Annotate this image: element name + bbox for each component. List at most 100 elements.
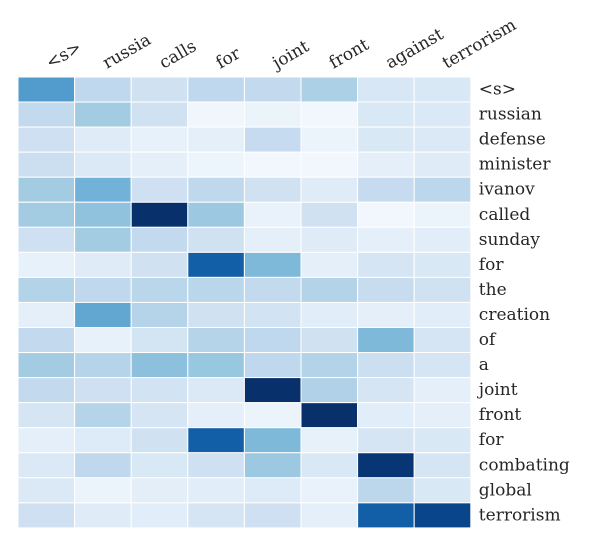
heatmap-cell-r14-c0 — [17, 427, 76, 454]
heatmap-cell-r13-c5 — [300, 402, 359, 429]
heatmap-cell-r11-c7 — [413, 352, 472, 379]
heatmap-cell-r15-c2 — [130, 452, 189, 479]
heatmap-cell-r5-c6 — [357, 201, 415, 228]
y-tick-labels: <s> russian defense minister ivanov called sun… — [477, 80, 570, 526]
heatmap-cell-r16-c1 — [74, 477, 132, 504]
heatmap-cell-r3-c4 — [243, 151, 302, 178]
heatmap-cell-r15-c1 — [74, 452, 132, 479]
y-tick-label-10: of — [479, 330, 497, 350]
y-tick-label-14: for — [479, 430, 505, 450]
heatmap-cells — [17, 76, 472, 529]
y-tick-label-13: front — [479, 405, 522, 425]
heatmap-cell-r8-c6 — [357, 276, 415, 303]
heatmap-cell-r11-c6 — [357, 352, 415, 379]
heatmap-cell-r9-c3 — [187, 301, 245, 329]
heatmap-cell-r17-c1 — [74, 502, 132, 529]
heatmap-cell-r15-c7 — [413, 452, 472, 479]
heatmap-cell-r15-c0 — [17, 452, 76, 479]
y-tick-label-17: terrorism — [479, 505, 561, 525]
y-tick-label-16: global — [479, 480, 532, 500]
heatmap-cell-r16-c7 — [413, 477, 472, 504]
x-tick-label-3: for — [213, 43, 245, 73]
heatmap-cell-r0-c0 — [17, 76, 76, 103]
y-tick-label-4: ivanov — [479, 180, 535, 200]
heatmap-cell-r6-c2 — [130, 226, 189, 253]
y-tick-label-5: called — [479, 205, 531, 225]
heatmap-cell-r8-c0 — [17, 276, 76, 303]
heatmap-cell-r16-c3 — [187, 477, 245, 504]
heatmap-cell-r15-c5 — [300, 452, 359, 479]
heatmap-cell-r2-c4 — [243, 126, 302, 153]
heatmap-cell-r5-c3 — [187, 201, 245, 228]
heatmap-cell-r5-c4 — [243, 201, 302, 228]
heatmap-cell-r13-c4 — [243, 402, 302, 429]
heatmap-cell-r17-c3 — [187, 502, 245, 529]
heatmap-cell-r9-c1 — [74, 301, 132, 329]
heatmap-cell-r17-c5 — [300, 502, 359, 529]
heatmap-cell-r7-c6 — [357, 251, 415, 278]
heatmap-cell-r10-c5 — [300, 327, 359, 354]
heatmap-cell-r15-c3 — [187, 452, 245, 479]
x-tick-labels: <s> russia calls for joint front againstterror… — [43, 15, 520, 74]
heatmap-cell-r10-c3 — [187, 327, 245, 354]
y-tick-label-9: creation — [479, 305, 550, 325]
heatmap-cell-r11-c1 — [74, 352, 132, 379]
heatmap-cell-r1-c6 — [357, 101, 415, 128]
heatmap-cell-r8-c5 — [300, 276, 359, 303]
heatmap-cell-r3-c2 — [130, 151, 189, 178]
x-tick-label-7: terrorism — [439, 15, 520, 73]
heatmap-cell-r15-c4 — [243, 452, 302, 479]
heatmap-cell-r4-c4 — [243, 176, 302, 203]
heatmap-cell-r3-c6 — [357, 151, 415, 178]
heatmap-cell-r8-c2 — [130, 276, 189, 303]
x-tick-label-1: russia — [99, 30, 154, 73]
heatmap-cell-r2-c1 — [74, 126, 132, 153]
heatmap-cell-r16-c5 — [300, 477, 359, 504]
heatmap-cell-r16-c6 — [357, 477, 415, 504]
heatmap-cell-r8-c3 — [187, 276, 245, 303]
heatmap-cell-r17-c2 — [130, 502, 189, 529]
heatmap-cell-r13-c1 — [74, 402, 132, 429]
heatmap-cell-r2-c6 — [357, 126, 415, 153]
heatmap-cell-r0-c7 — [413, 76, 472, 103]
heatmap-cell-r14-c3 — [187, 427, 245, 454]
heatmap-cell-r9-c7 — [413, 301, 472, 329]
heatmap-cell-r7-c7 — [413, 251, 472, 278]
heatmap-cell-r13-c3 — [187, 402, 245, 429]
x-tick-label-6: against — [382, 24, 447, 73]
x-tick-label-5: front — [326, 35, 373, 74]
heatmap-cell-r12-c5 — [300, 377, 359, 404]
heatmap-cell-r13-c2 — [130, 402, 189, 429]
heatmap-cell-r11-c5 — [300, 352, 359, 379]
heatmap-cell-r0-c6 — [357, 76, 415, 103]
heatmap-cell-r14-c7 — [413, 427, 472, 454]
heatmap-cell-r0-c1 — [74, 76, 132, 103]
heatmap-cell-r10-c6 — [357, 327, 415, 354]
heatmap-cell-r2-c7 — [413, 126, 472, 153]
heatmap-cell-r0-c5 — [300, 76, 359, 103]
heatmap-cell-r8-c1 — [74, 276, 132, 303]
heatmap-cell-r4-c5 — [300, 176, 359, 203]
y-tick-label-12: joint — [477, 380, 518, 400]
heatmap-cell-r1-c2 — [130, 101, 189, 128]
y-tick-label-7: for — [479, 255, 505, 275]
heatmap-cell-r9-c4 — [243, 301, 302, 329]
y-tick-label-15: combating — [479, 455, 570, 475]
y-tick-label-2: defense — [479, 130, 546, 150]
heatmap-cell-r17-c4 — [243, 502, 302, 529]
heatmap-cell-r5-c5 — [300, 201, 359, 228]
heatmap-cell-r2-c0 — [17, 126, 76, 153]
heatmap-cell-r14-c4 — [243, 427, 302, 454]
x-tick-label-2: calls — [156, 36, 200, 73]
heatmap-cell-r8-c7 — [413, 276, 472, 303]
heatmap-cell-r7-c2 — [130, 251, 189, 278]
heatmap-cell-r4-c7 — [413, 176, 472, 203]
heatmap-cell-r3-c7 — [413, 151, 472, 178]
heatmap-cell-r10-c4 — [243, 327, 302, 354]
heatmap-cell-r0-c4 — [243, 76, 302, 103]
heatmap-cell-r7-c1 — [74, 251, 132, 278]
heatmap-cell-r3-c0 — [17, 151, 76, 178]
heatmap-cell-r5-c0 — [17, 201, 76, 228]
heatmap-cell-r2-c3 — [187, 126, 245, 153]
